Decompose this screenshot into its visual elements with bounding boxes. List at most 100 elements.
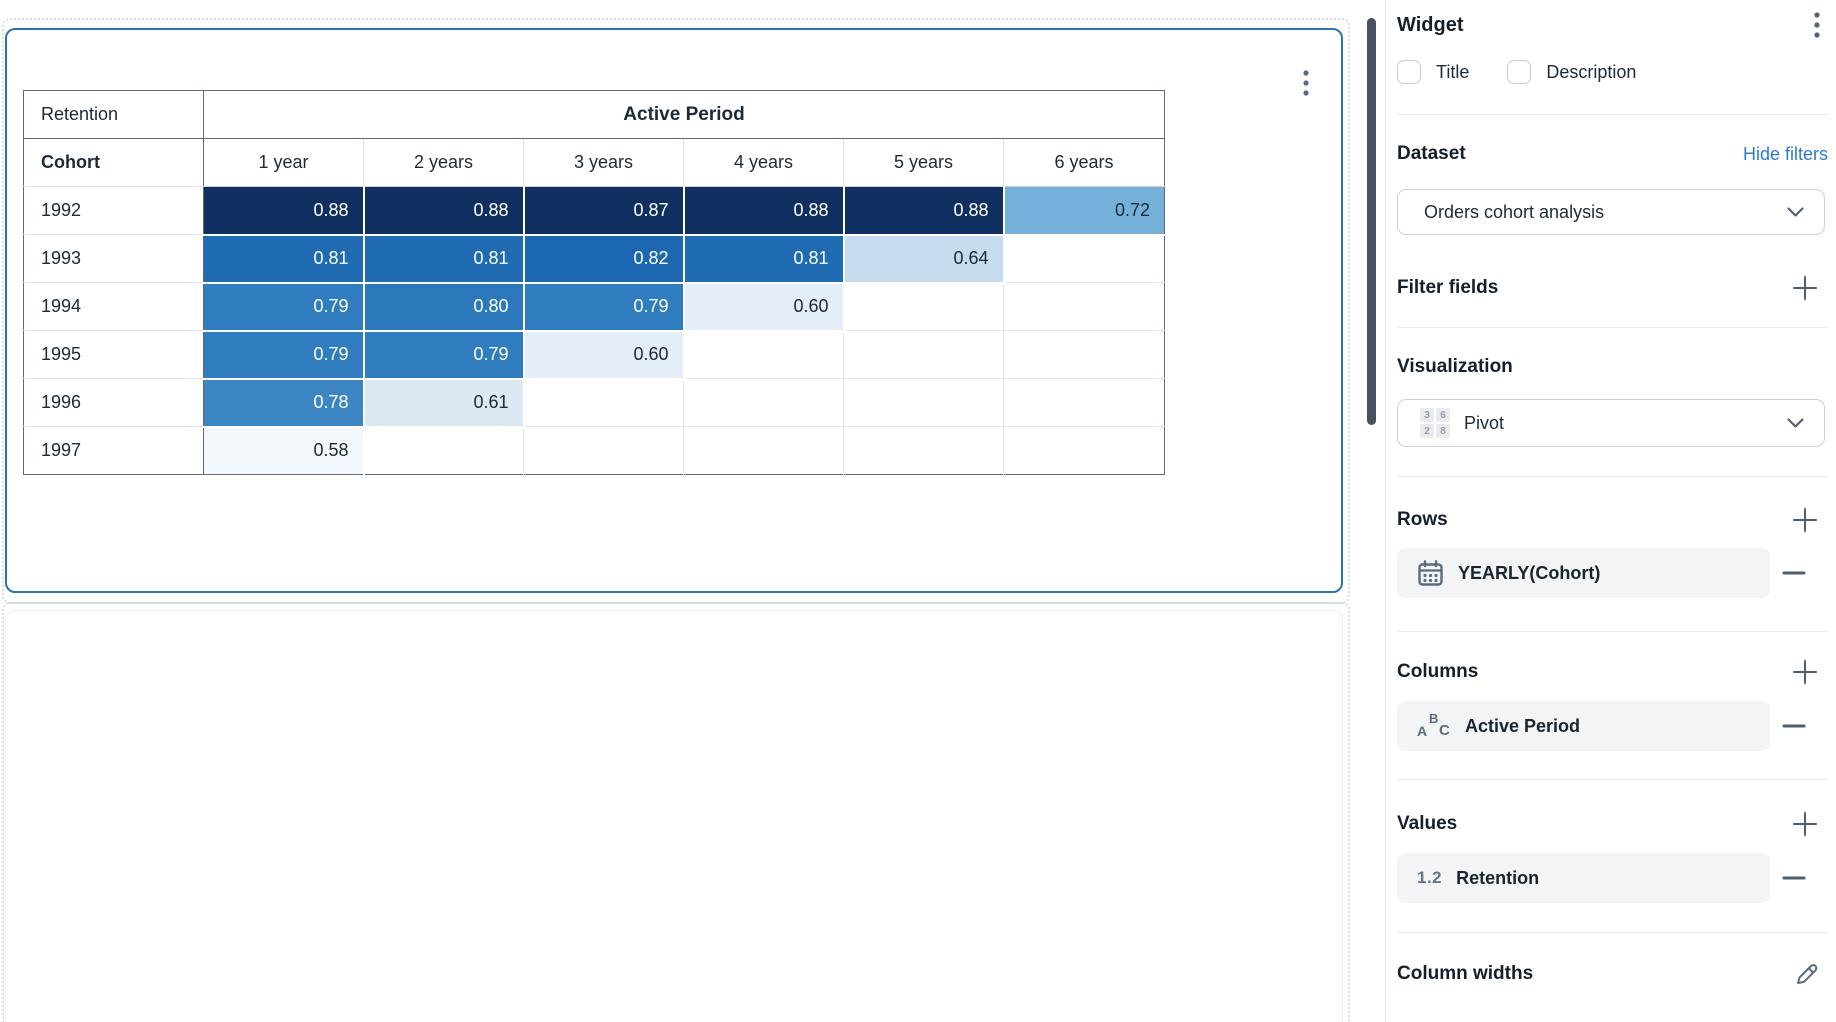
panel-kebab-menu[interactable] — [1814, 12, 1820, 38]
pivot-col-header: 3 years — [523, 138, 684, 187]
pivot-cell-empty — [1003, 330, 1165, 379]
pivot-row-label: 1993 — [23, 234, 204, 283]
pivot-row-label: 1996 — [23, 378, 204, 427]
widget-settings-panel: Widget Title Description Dataset — [1386, 0, 1836, 1022]
columns-heading: Columns — [1397, 661, 1479, 682]
values-item-row: 1.2 Retention — [1397, 853, 1828, 903]
visualization-select-value: Pivot — [1464, 412, 1505, 433]
widget-card-below[interactable] — [5, 610, 1343, 1022]
description-checkbox-row[interactable]: Description — [1507, 60, 1636, 84]
hide-filters-link[interactable]: Hide filters — [1742, 143, 1828, 164]
add-column-button[interactable] — [1790, 657, 1820, 687]
pivot-cell-empty — [1003, 234, 1165, 283]
plus-icon — [1793, 508, 1817, 532]
pivot-cell-empty — [1003, 282, 1165, 331]
canvas-scrollbar-thumb[interactable] — [1367, 18, 1376, 425]
pivot-cell: 0.81 — [683, 234, 845, 284]
pivot-cell: 0.79 — [363, 330, 525, 380]
remove-row-field-button[interactable] — [1782, 561, 1806, 585]
pivot-cell: 0.58 — [203, 426, 365, 475]
divider — [1397, 779, 1828, 780]
remove-value-field-button[interactable] — [1782, 866, 1806, 890]
add-value-button[interactable] — [1790, 809, 1820, 839]
pivot-cell: 0.64 — [843, 234, 1005, 284]
pivot-cell: 0.79 — [523, 282, 685, 332]
values-field-label: Retention — [1456, 867, 1540, 888]
pivot-widget-card[interactable]: Retention Active Period Cohort 1 year 2 yea… — [5, 28, 1343, 593]
rows-field-label: YEARLY(Cohort) — [1458, 562, 1601, 583]
title-checkbox-row[interactable]: Title — [1397, 60, 1469, 84]
pivot-cell: 0.88 — [843, 186, 1005, 236]
pivot-col-header: 2 years — [363, 138, 524, 187]
pivot-col-header: 1 year — [203, 138, 364, 187]
plus-icon — [1793, 660, 1817, 684]
columns-field-label: Active Period — [1465, 715, 1581, 736]
description-checkbox[interactable] — [1507, 60, 1532, 84]
calendar-icon — [1418, 559, 1443, 586]
kebab-icon — [1814, 12, 1820, 38]
pivot-cell-empty — [843, 282, 1004, 331]
pivot-table-container: Retention Active Period Cohort 1 year 2 yea… — [23, 90, 1165, 475]
pivot-column-group-header: Active Period — [203, 90, 1165, 139]
pivot-cell-empty — [363, 426, 524, 475]
dataset-select[interactable]: Orders cohort analysis — [1397, 189, 1825, 235]
values-field-pill[interactable]: 1.2 Retention — [1397, 853, 1770, 903]
chevron-down-icon — [1787, 206, 1804, 217]
pivot-cell: 0.79 — [203, 282, 365, 332]
add-row-button[interactable] — [1790, 505, 1820, 535]
plus-icon — [1793, 812, 1817, 836]
pivot-cell: 0.81 — [203, 234, 365, 284]
pivot-cell: 0.82 — [523, 234, 685, 284]
kebab-icon — [1303, 70, 1309, 96]
rows-item-row: YEARLY(Cohort) — [1397, 548, 1828, 598]
pivot-row-label: 1992 — [23, 186, 204, 235]
dataset-heading: Dataset — [1397, 143, 1466, 164]
filter-fields-heading: Filter fields — [1397, 277, 1499, 298]
title-checkbox-label: Title — [1436, 61, 1470, 82]
pivot-cell-empty — [843, 378, 1004, 427]
pivot-table: Retention Active Period Cohort 1 year 2 yea… — [23, 90, 1165, 475]
panel-title: Widget — [1397, 13, 1464, 36]
add-filter-field-button[interactable] — [1790, 273, 1820, 303]
pivot-cell-empty — [1003, 378, 1165, 427]
pivot-cell: 0.78 — [203, 378, 365, 428]
minus-icon — [1782, 876, 1806, 880]
dashboard-canvas: Retention Active Period Cohort 1 year 2 yea… — [2, 18, 1350, 1022]
pivot-cell: 0.60 — [683, 282, 845, 332]
pivot-col-header: 6 years — [1003, 138, 1165, 187]
minus-icon — [1782, 724, 1806, 728]
dataset-select-value: Orders cohort analysis — [1424, 201, 1605, 222]
divider — [1397, 932, 1828, 933]
chevron-down-icon — [1787, 417, 1804, 428]
pivot-cell-empty — [843, 330, 1004, 379]
minus-icon — [1782, 571, 1806, 575]
pivot-cell: 0.88 — [363, 186, 525, 236]
divider — [1397, 631, 1828, 632]
edit-column-widths-button[interactable] — [1794, 961, 1820, 987]
values-heading: Values — [1397, 813, 1458, 834]
remove-column-field-button[interactable] — [1782, 714, 1806, 738]
description-checkbox-label: Description — [1546, 61, 1637, 82]
divider — [1397, 114, 1828, 115]
title-checkbox[interactable] — [1397, 60, 1421, 84]
pivot-cell-empty — [523, 426, 684, 475]
column-widths-heading: Column widths — [1397, 963, 1534, 984]
pivot-cell: 0.88 — [683, 186, 845, 236]
pivot-cell-empty — [683, 426, 844, 475]
pivot-cell: 0.72 — [1003, 186, 1165, 236]
pivot-cell: 0.81 — [363, 234, 525, 284]
widget-kebab-menu[interactable] — [1293, 68, 1319, 98]
pivot-cell-empty — [683, 330, 844, 379]
rows-field-pill[interactable]: YEARLY(Cohort) — [1397, 548, 1770, 598]
numeric-type-icon: 1.2 — [1417, 868, 1443, 887]
pivot-col-header: 5 years — [843, 138, 1004, 187]
pencil-icon — [1797, 964, 1818, 984]
pivot-measure-label: Retention — [23, 90, 204, 139]
pivot-cell-empty — [843, 426, 1004, 475]
pivot-row-label: 1994 — [23, 282, 204, 331]
